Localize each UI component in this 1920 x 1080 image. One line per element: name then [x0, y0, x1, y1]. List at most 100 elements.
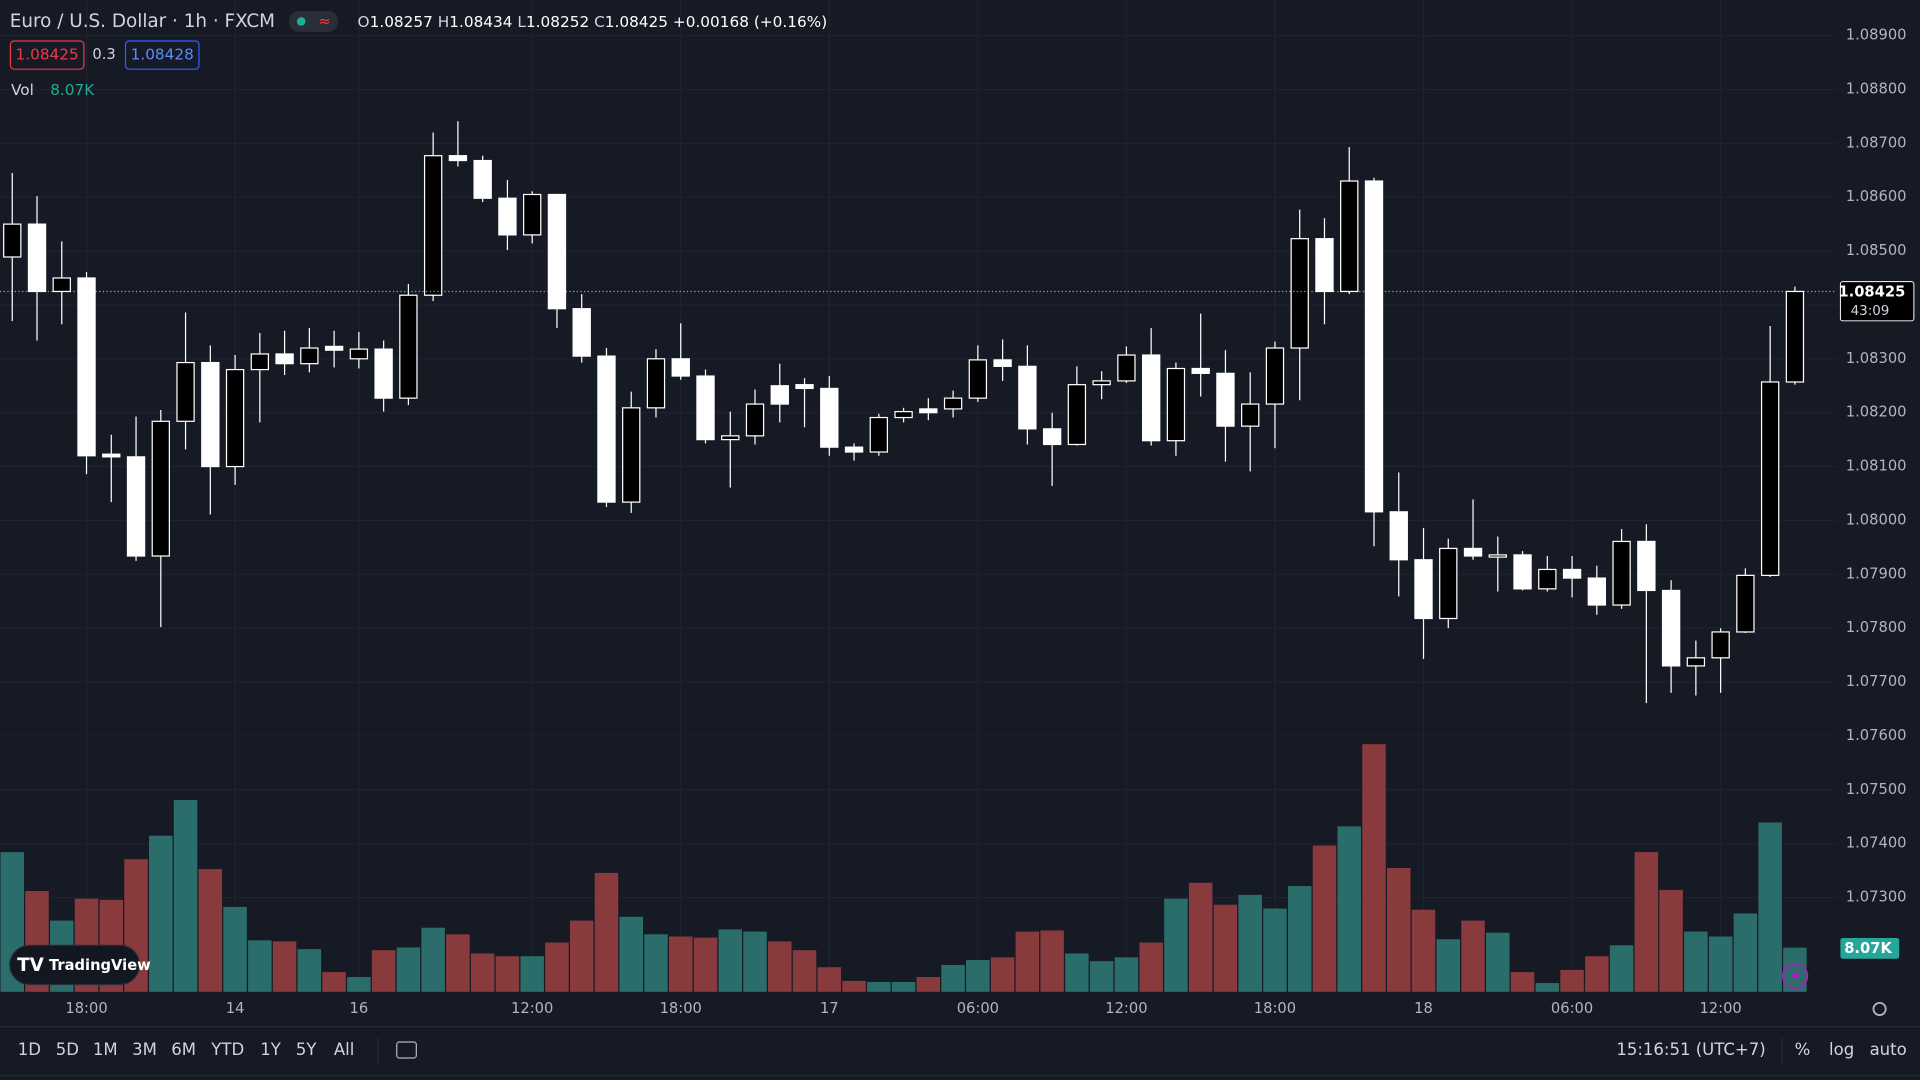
candle-body: [572, 308, 591, 357]
candle-body: [473, 159, 492, 199]
candle-body: [151, 420, 170, 557]
x-tick-label: 14: [226, 1000, 245, 1017]
volume-bar: [1287, 886, 1312, 992]
volume-bar: [223, 906, 247, 992]
range-button[interactable]: 5D: [56, 1040, 79, 1059]
volume-bar: [470, 953, 495, 992]
candle-body: [968, 359, 988, 399]
candle-body: [225, 368, 245, 468]
candle-body: [1117, 354, 1136, 382]
settings-icon[interactable]: [1872, 1001, 1887, 1017]
volume-bar: [149, 835, 173, 992]
candle-body: [1018, 365, 1037, 430]
candle-body: [1612, 540, 1631, 606]
candle-body: [894, 410, 913, 419]
volume-bar: [1312, 845, 1337, 992]
candle-body: [1216, 372, 1235, 427]
x-tick-label: 12:00: [1699, 1000, 1741, 1017]
sell-button[interactable]: [9, 40, 85, 70]
candle-body: [770, 385, 789, 405]
candle-body: [324, 345, 344, 351]
alert-icon-bolt: [1790, 967, 1802, 985]
clock[interactable]: 15:16:51 (UTC+7): [1616, 1040, 1765, 1059]
candle-body: [795, 384, 814, 390]
volume-bar: [966, 960, 990, 992]
range-button[interactable]: 6M: [171, 1040, 196, 1059]
volume-bar: [768, 941, 792, 992]
price-badge: [1839, 281, 1915, 322]
volume-bar: [198, 869, 223, 992]
candle-body: [1315, 238, 1334, 293]
volume-bar: [693, 937, 718, 992]
y-tick-label: 1.07800: [1846, 619, 1907, 636]
candle-body: [423, 155, 443, 296]
y-tick-label: 1.08200: [1846, 404, 1907, 421]
ohlc-change: +0.00168 (+0.16%): [673, 13, 827, 31]
candle-body: [1661, 589, 1681, 667]
volume-layer: [0, 744, 1807, 992]
range-button[interactable]: 1Y: [260, 1040, 282, 1059]
candle-body: [102, 453, 121, 458]
candle-body: [820, 387, 839, 448]
x-tick-label: 18: [1414, 1000, 1433, 1017]
y-tick-label: 1.07900: [1846, 565, 1907, 582]
volume-bar: [1510, 972, 1535, 992]
range-button[interactable]: YTD: [210, 1040, 244, 1059]
candle-body: [745, 403, 765, 437]
volume-bar: [173, 800, 198, 992]
market-open-dot: [296, 17, 306, 26]
volume-bar: [1585, 956, 1609, 992]
symbol-title[interactable]: Euro / U.S. Dollar · 1h · FXCM: [10, 11, 275, 32]
range-button[interactable]: 3M: [132, 1040, 157, 1059]
candle-body: [1513, 554, 1532, 590]
buy-price: 1.08428: [131, 46, 194, 64]
candle-body: [1760, 381, 1780, 576]
candle-body: [1736, 574, 1755, 633]
volume-bar: [1411, 909, 1436, 992]
candle-body: [1686, 657, 1706, 667]
goto-date-icon[interactable]: [396, 1041, 417, 1059]
y-tick-label: 1.08500: [1846, 242, 1907, 259]
volume-bar: [842, 980, 866, 992]
scale-option[interactable]: %: [1795, 1040, 1811, 1059]
volume-bar: [668, 936, 693, 992]
volume-bar: [743, 931, 767, 992]
volume-bar: [272, 941, 297, 992]
x-tick-label: 06:00: [957, 1000, 999, 1017]
candle-body: [869, 416, 889, 453]
y-tick-label: 1.08900: [1846, 27, 1907, 44]
candle-body: [1637, 540, 1656, 592]
scale-option[interactable]: auto: [1870, 1040, 1907, 1059]
volume-legend-name: Vol: [11, 81, 34, 99]
volume-legend-value: 8.07K: [50, 81, 95, 99]
volume-bar: [495, 956, 520, 992]
candle-body: [1785, 290, 1805, 383]
volume-bar: [867, 981, 891, 992]
volume-bar: [1708, 936, 1733, 992]
candle-body: [176, 361, 195, 422]
buy-button[interactable]: [124, 40, 200, 70]
candle-body: [399, 294, 418, 399]
range-button[interactable]: All: [334, 1040, 354, 1059]
scale-option[interactable]: log: [1829, 1040, 1854, 1059]
volume-bar: [644, 934, 668, 992]
candle-body: [77, 277, 96, 457]
volume-bar: [594, 872, 619, 992]
volume-bar: [1461, 920, 1485, 992]
range-button[interactable]: 1M: [93, 1040, 118, 1059]
range-button[interactable]: 5Y: [296, 1040, 318, 1059]
volume-bar: [1486, 932, 1510, 992]
volume-bar: [1634, 852, 1659, 992]
alert-icon[interactable]: [1781, 962, 1809, 990]
volume-badge-value: 8.07K: [1844, 940, 1892, 957]
range-button[interactable]: 1D: [18, 1040, 41, 1059]
status-pill[interactable]: [288, 11, 338, 32]
volume-bar: [1535, 983, 1560, 992]
logo-badge-inner: [9, 944, 141, 986]
volume-bar: [1089, 961, 1114, 992]
candle-body: [1241, 403, 1260, 427]
ohlc-key: H: [438, 13, 450, 31]
candle-body: [547, 193, 567, 310]
spread: 0.3: [92, 46, 115, 63]
volume-bar: [1758, 822, 1782, 992]
